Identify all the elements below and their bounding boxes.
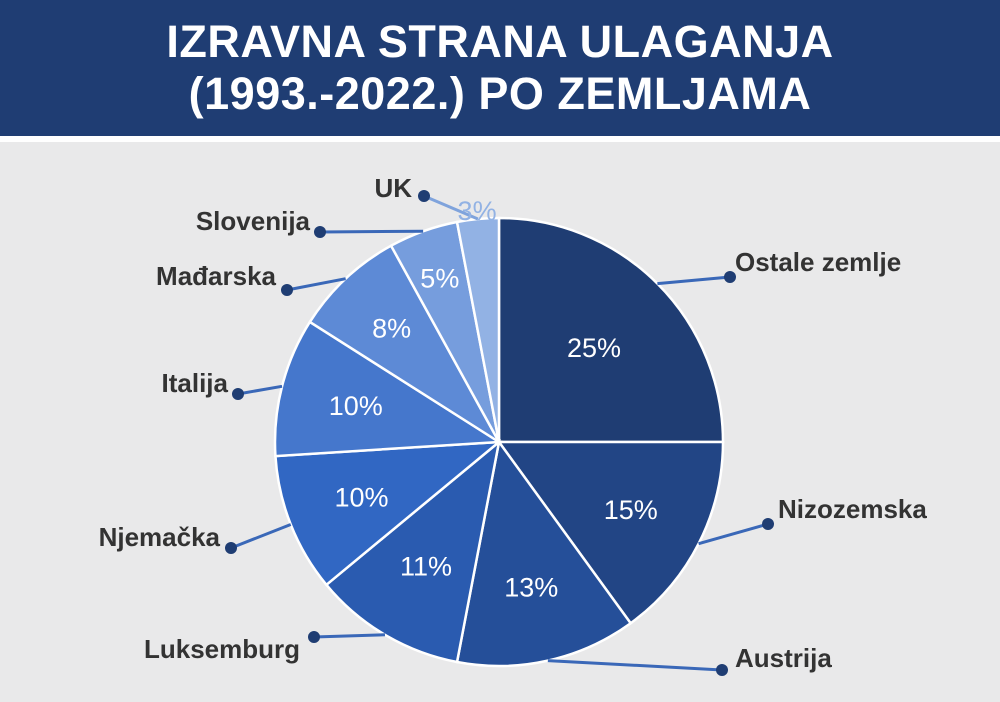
leader-dot-luksemburg bbox=[308, 631, 320, 643]
title-divider bbox=[0, 136, 1000, 142]
value-label-austrija: 13% bbox=[504, 572, 558, 602]
slice-italija bbox=[273, 320, 503, 458]
category-label-nizozemska: Nizozemska bbox=[778, 494, 927, 524]
category-label-luksemburg: Luksemburg bbox=[144, 634, 300, 664]
leader-line-italija bbox=[237, 384, 283, 396]
country-labels: Ostale zemlje Nizozemska Austrija Luksembur… bbox=[99, 173, 928, 673]
category-label-madarska: Mađarska bbox=[156, 261, 276, 291]
value-label-uk: 3% bbox=[458, 196, 497, 226]
slice-austrija bbox=[455, 438, 633, 668]
value-label-luksemburg: 11% bbox=[400, 551, 452, 581]
leader-line-luksemburg bbox=[313, 633, 386, 639]
leader-line-njemacka bbox=[230, 523, 292, 550]
leader-dot-uk bbox=[418, 190, 430, 202]
leader-dot-nizozemska bbox=[762, 518, 774, 530]
leader-dot-austrija bbox=[716, 664, 728, 676]
leader-lines bbox=[225, 190, 774, 676]
leader-line-uk bbox=[423, 194, 479, 221]
value-label-madarska: 8% bbox=[372, 314, 411, 344]
chart-title-line-1: IZRAVNA STRANA ULAGANJA bbox=[166, 16, 834, 67]
slice-ostale-zemlje bbox=[497, 216, 725, 444]
slice-madarska bbox=[308, 244, 501, 444]
value-label-nizozemska: 15% bbox=[604, 495, 658, 525]
leader-line-ostale-zemlje bbox=[657, 275, 731, 286]
value-label-ostale-zemlje: 25% bbox=[567, 333, 621, 363]
category-label-ostale-zemlje: Ostale zemlje bbox=[735, 247, 901, 277]
category-label-njemacka: Njemačka bbox=[99, 522, 221, 552]
leader-dot-madarska bbox=[281, 284, 293, 296]
leader-dot-slovenija bbox=[314, 226, 326, 238]
leader-line-austrija bbox=[547, 659, 723, 672]
percentage-labels: 25% 15% 13% 11% 10% 10% 8% 5% 3% bbox=[329, 196, 658, 602]
leader-dot-njemacka bbox=[225, 542, 237, 554]
slice-uk bbox=[455, 216, 501, 443]
category-label-austrija: Austrija bbox=[735, 643, 832, 673]
category-label-italija: Italija bbox=[162, 368, 229, 398]
leader-line-madarska bbox=[286, 277, 346, 292]
leader-line-slovenija bbox=[319, 229, 424, 234]
value-label-slovenija: 5% bbox=[420, 264, 459, 294]
leader-dot-ostale-zemlje bbox=[724, 271, 736, 283]
category-label-slovenija: Slovenija bbox=[196, 206, 311, 236]
slice-luksemburg bbox=[324, 438, 501, 664]
value-label-italija: 10% bbox=[329, 391, 383, 421]
slice-nizozemska bbox=[496, 440, 725, 625]
chart-title-line-2: (1993.-2022.) PO ZEMLJAMA bbox=[188, 68, 812, 119]
leader-dot-italija bbox=[232, 388, 244, 400]
leader-line-nizozemska bbox=[698, 522, 769, 546]
pie-slices bbox=[273, 216, 725, 668]
title-banner: IZRAVNA STRANA ULAGANJA (1993.-2022.) PO… bbox=[0, 0, 1000, 136]
value-label-njemacka: 10% bbox=[335, 482, 389, 512]
category-label-uk: UK bbox=[374, 173, 412, 203]
